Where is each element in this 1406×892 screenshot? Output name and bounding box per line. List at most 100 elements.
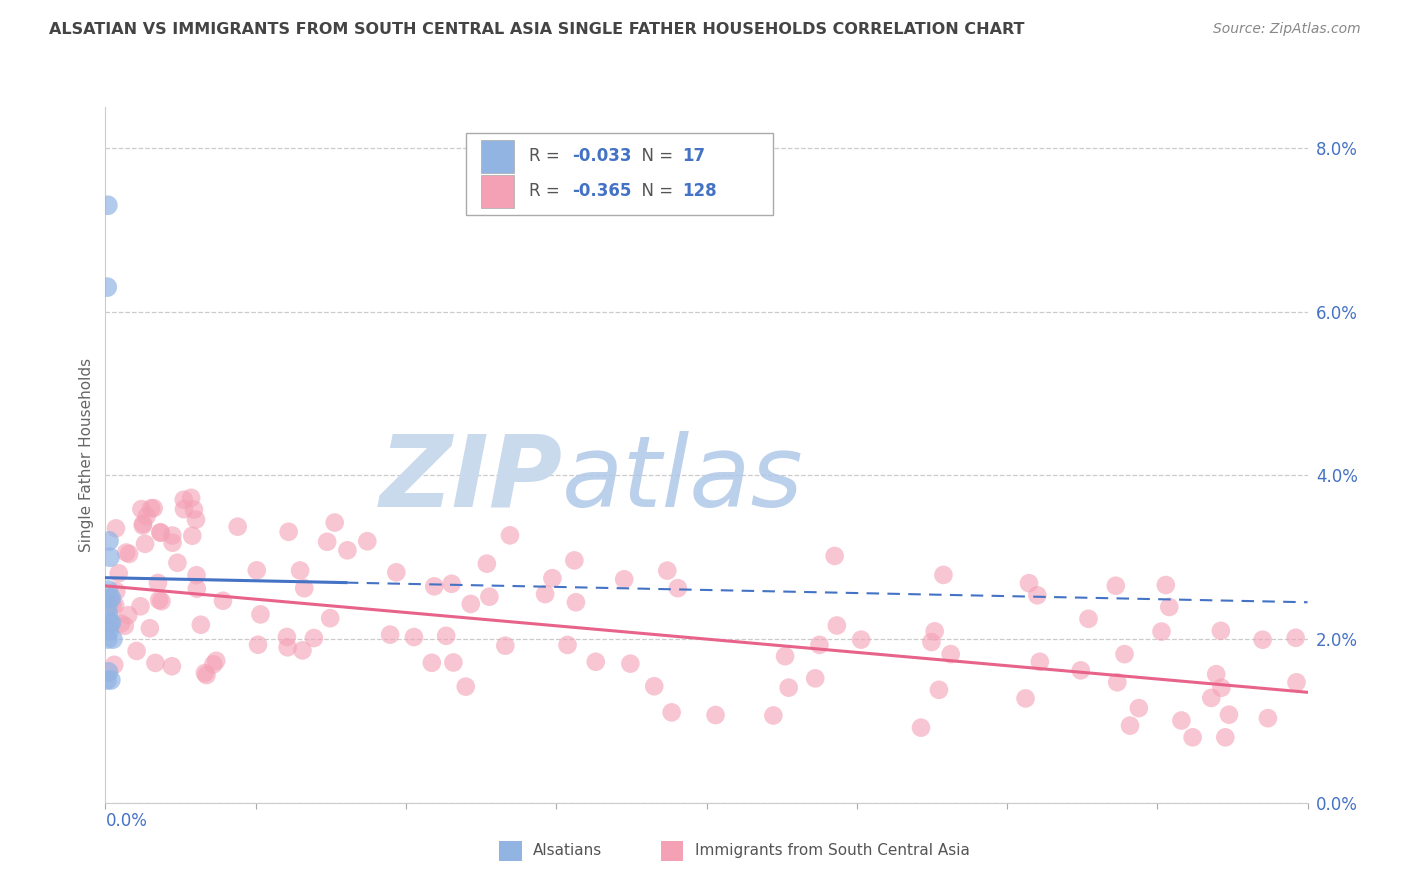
Point [139,501,162,516]
Point [1251,632,1274,647]
FancyBboxPatch shape [481,140,515,173]
Text: -0.033: -0.033 [572,147,631,165]
Point [184,513,207,527]
Point [186,582,208,596]
Point [773,649,796,664]
Point [1014,691,1036,706]
Point [778,681,800,695]
Point [181,529,204,543]
FancyBboxPatch shape [465,133,773,215]
Point [441,656,464,670]
Point [494,639,516,653]
Point [288,564,311,578]
Point [924,624,946,639]
Point [202,657,225,672]
Point [1218,707,1240,722]
Point [135,509,157,524]
Point [475,557,498,571]
Point [1107,675,1129,690]
Point [402,630,425,644]
Text: 0.0%: 0.0% [105,812,148,830]
Point [100,615,122,630]
Point [97,582,120,597]
Text: 17: 17 [682,147,706,165]
Text: R =: R = [529,182,565,200]
Point [249,607,271,622]
Text: Source: ZipAtlas.com: Source: ZipAtlas.com [1213,22,1361,37]
Point [420,656,443,670]
Point [1170,714,1192,728]
Point [460,597,482,611]
Point [1209,624,1232,638]
Point [356,534,378,549]
Point [115,545,138,559]
Point [97,607,120,622]
Point [302,631,325,645]
Point [173,492,195,507]
Point [1159,599,1181,614]
Point [1026,588,1049,602]
Point [277,524,299,539]
Point [139,621,162,635]
Point [1211,681,1233,695]
Point [434,629,457,643]
Point [499,528,522,542]
Point [849,632,872,647]
Point [939,647,962,661]
Point [173,502,195,516]
Point [1105,579,1128,593]
Point [205,654,228,668]
Point [134,537,156,551]
Point [131,502,153,516]
Text: -0.365: -0.365 [572,182,631,200]
Point [291,643,314,657]
Text: ZIP: ZIP [380,431,562,528]
Point [1285,675,1308,690]
Point [319,611,342,625]
Point [148,593,170,607]
Y-axis label: Single Father Households: Single Father Households [79,358,94,552]
Point [276,630,298,644]
Point [661,706,683,720]
Point [1215,731,1237,745]
Point [1257,711,1279,725]
Point [183,502,205,516]
Point [804,671,827,685]
Point [149,525,172,540]
Point [97,632,120,646]
FancyBboxPatch shape [481,175,515,208]
Point [316,534,339,549]
Text: 128: 128 [682,182,717,200]
Point [1205,667,1227,681]
Point [1119,718,1142,732]
Point [1154,578,1177,592]
Point [149,525,172,540]
Point [247,638,270,652]
Point [454,680,477,694]
Point [150,594,173,608]
Point [146,576,169,591]
Text: N =: N = [631,147,678,165]
Point [162,528,184,542]
Point [1077,612,1099,626]
Point [105,584,128,599]
Point [666,581,689,595]
Point [1018,576,1040,591]
Point [125,644,148,658]
Point [98,624,121,638]
Point [920,635,942,649]
Point [100,591,122,606]
Point [1201,690,1223,705]
Point [226,519,249,533]
Point [1181,731,1204,745]
Point [166,556,188,570]
Point [132,518,155,533]
Point [1285,631,1308,645]
Point [98,591,121,606]
Point [118,547,141,561]
Point [825,618,848,632]
Point [100,673,122,687]
Point [180,491,202,505]
Point [98,550,121,565]
Point [657,564,679,578]
